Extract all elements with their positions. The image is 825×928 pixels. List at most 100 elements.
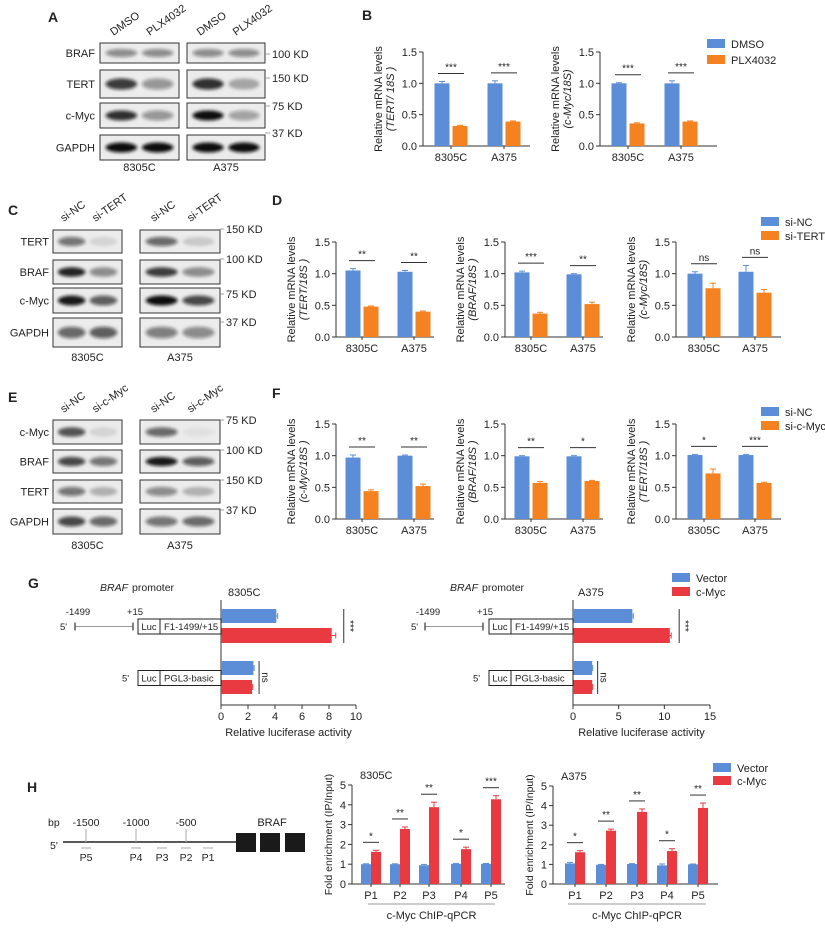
y-tick-label: 1.5 — [484, 237, 499, 249]
primer-label: P3 — [156, 852, 169, 864]
y-axis-label: (TERT/18S ) — [638, 440, 650, 502]
blot-row-GAPDH: GAPDH 37 KD — [10, 505, 257, 535]
blot-membrane — [52, 449, 123, 474]
bar — [452, 125, 468, 146]
blot-row-TERT: TERT 150 KD — [20, 224, 263, 254]
protein-band — [57, 326, 86, 339]
blot-row-GAPDH: GAPDH 37 KD — [10, 317, 257, 348]
panel-label: E — [8, 389, 17, 405]
luciferase-chart-9: 0 5 10 15 Relative luciferase activity A375 BR… — [411, 573, 728, 739]
blot-row-BRAF: BRAF 100 KD — [20, 445, 263, 474]
significance-label: * — [581, 437, 585, 448]
significance-label: * — [369, 831, 373, 842]
y-tick-label: 1.0 — [315, 269, 330, 281]
x-tick-label: 5 — [616, 711, 622, 723]
promoter-end-label: +15 — [127, 607, 143, 618]
legend-swatch — [707, 39, 725, 48]
significance-label: ** — [579, 255, 587, 266]
y-tick-label: 1.5 — [315, 237, 330, 249]
y-axis-label: Fold enrichment (IP/Input) — [323, 774, 335, 895]
protein-band — [182, 427, 215, 437]
bar — [221, 680, 253, 694]
protein-band — [228, 110, 260, 121]
x-tick-label: 8305C — [688, 343, 720, 355]
bar — [565, 863, 575, 884]
legend-label: Vector — [737, 763, 769, 775]
protein-label: TERT — [66, 79, 95, 91]
chart-title: 8305C — [360, 770, 392, 782]
protein-band — [89, 427, 118, 437]
molecular-weight-label: 37 KD — [226, 505, 257, 517]
protein-band — [57, 456, 86, 467]
y-tick-label: 2 — [340, 839, 346, 851]
x-tick-label: P4 — [454, 890, 467, 902]
protein-band — [228, 142, 260, 153]
y-tick-label: 0.0 — [655, 332, 670, 344]
bar — [371, 851, 381, 884]
bar — [429, 807, 439, 884]
bar — [687, 455, 703, 519]
legend-label: Vector — [696, 573, 728, 585]
protein-label: c-Myc — [66, 111, 96, 123]
significance-label: ** — [410, 436, 418, 447]
significance-label: *** — [344, 620, 355, 632]
x-tick-label: 8 — [326, 711, 332, 723]
bar-chart-H-10: 0 1 2 3 4 5 P1 * P2 ** P3 ** P4 * P5 *** Fold enrichment… — [323, 770, 505, 922]
bar — [627, 864, 637, 884]
gene-label: BRAF — [257, 817, 287, 829]
protein-band — [89, 236, 118, 247]
protein-label: GAPDH — [10, 328, 49, 340]
legend-swatch — [672, 573, 690, 582]
lane-label: DMSO — [108, 9, 142, 38]
x-tick-label: 15 — [704, 711, 716, 723]
bar — [415, 311, 431, 337]
bp-label: bp — [48, 817, 60, 829]
molecular-weight-label: 37 KD — [226, 317, 257, 329]
construct-label: F1-1499/+15 — [164, 622, 218, 633]
y-axis-label: Relative mRNA levels — [626, 418, 638, 524]
legend-label: PLX4032 — [731, 55, 776, 67]
legend-swatch — [713, 763, 731, 772]
significance-label: *** — [525, 252, 537, 263]
panel-label: A — [48, 9, 58, 25]
protein-band — [105, 110, 138, 121]
molecular-weight-label: 150 KD — [272, 73, 309, 85]
x-tick-label: 8305C — [612, 152, 644, 164]
braf-promoter-diagram: bp 5' -1500 -1000 -500 BRAF P5 P4 P3 P2 P1 — [48, 817, 305, 864]
y-axis-label: Relative mRNA levels — [373, 46, 385, 152]
promoter-word: promoter — [132, 582, 175, 594]
x-tick-label: 10 — [350, 711, 362, 723]
blot-membrane — [99, 42, 180, 64]
x-tick-label: 8305C — [515, 525, 547, 537]
blot-row-c-Myc: c-Myc 75 KD — [20, 287, 257, 314]
x-tick-label: P2 — [393, 890, 406, 902]
y-tick-label: 0.5 — [315, 300, 330, 312]
bar-chart-B-1: 0.0 0.5 1.0 1.5 8305C *** A375 *** Relative mRNA… — [550, 46, 717, 164]
y-tick-label: 1.5 — [655, 237, 670, 249]
lane-label: si-c-Myc — [185, 382, 226, 416]
x-tick-label: P4 — [660, 890, 673, 902]
y-tick-label: 0 — [340, 879, 346, 891]
y-tick-label: 4 — [340, 800, 346, 812]
legend-label: si-TERT — [785, 231, 825, 243]
protein-band — [145, 267, 178, 277]
position-label: -1000 — [123, 817, 150, 829]
construct-label: PGL3-basic — [164, 674, 214, 685]
legend-swatch — [672, 587, 690, 596]
protein-band — [89, 326, 118, 339]
significance-label: ** — [358, 436, 366, 447]
promoter-label: BRAF promoter — [450, 582, 525, 594]
protein-band — [145, 456, 178, 467]
blot-membrane — [186, 42, 266, 64]
protein-band — [89, 295, 118, 306]
x-tick-label: P1 — [568, 890, 581, 902]
five-prime-label: 5' — [60, 622, 67, 633]
lane-label: PLX4032 — [231, 3, 275, 39]
protein-band — [192, 142, 224, 153]
protein-label: c-Myc — [20, 427, 50, 439]
cell-line-label: 8305C — [71, 540, 103, 552]
lane-label: si-TERT — [90, 191, 130, 224]
bar — [611, 83, 627, 146]
protein-band — [228, 78, 260, 90]
